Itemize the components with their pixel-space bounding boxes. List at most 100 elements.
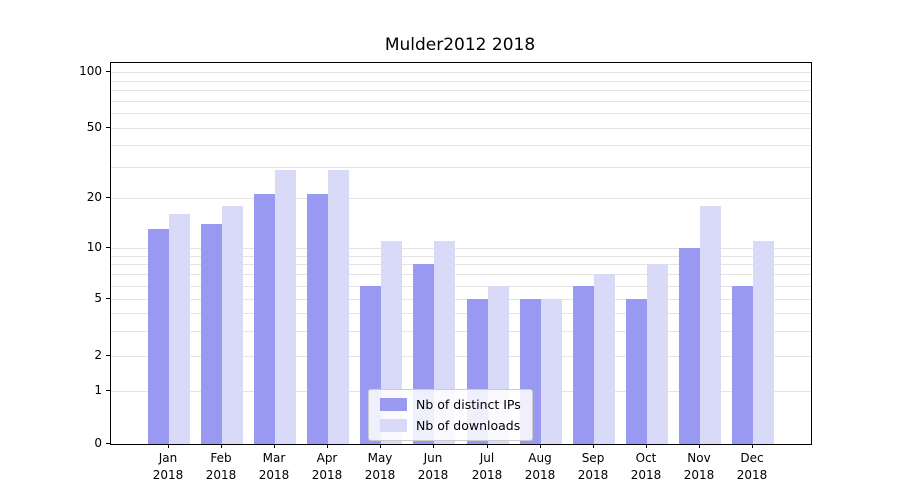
gridline-90	[111, 81, 811, 82]
bar-distinct-ips-feb	[201, 224, 222, 444]
x-tickmark-jul	[487, 444, 488, 448]
gridline-9	[111, 256, 811, 257]
gridline-5	[111, 299, 811, 300]
gridline-40	[111, 145, 811, 146]
x-tick-month: Nov	[687, 451, 711, 465]
legend-label-distinct-ips: Nb of distinct IPs	[416, 397, 521, 412]
x-tick-label-feb: Feb 2018	[189, 450, 253, 484]
x-tick-year: 2018	[683, 468, 715, 482]
x-tickmark-nov	[699, 444, 700, 448]
y-tickmark-10	[106, 247, 110, 248]
y-tick-label-1: 1	[94, 383, 102, 397]
x-tick-label-apr: Apr 2018	[295, 450, 359, 484]
x-tick-year: 2018	[417, 468, 449, 482]
bar-distinct-ips-apr	[307, 194, 328, 444]
x-tick-year: 2018	[311, 468, 343, 482]
gridline-8	[111, 264, 811, 265]
x-tick-label-jan: Jan 2018	[136, 450, 200, 484]
x-tick-year: 2018	[471, 468, 503, 482]
bar-downloads-dec	[753, 241, 774, 444]
x-tick-label-sep: Sep 2018	[561, 450, 625, 484]
x-tick-month: Aug	[528, 451, 552, 465]
gridline-2	[111, 356, 811, 357]
x-tick-year: 2018	[577, 468, 609, 482]
gridline-20	[111, 198, 811, 199]
bar-downloads-mar	[275, 170, 296, 444]
bar-distinct-ips-oct	[626, 299, 647, 444]
legend-label-downloads: Nb of downloads	[416, 418, 521, 433]
x-tick-month: Oct	[635, 451, 657, 465]
y-tickmark-100	[106, 71, 110, 72]
gridline-3	[111, 331, 811, 332]
y-tickmark-1	[106, 390, 110, 391]
x-tick-label-dec: Dec 2018	[720, 450, 784, 484]
y-tickmark-20	[106, 197, 110, 198]
y-tick-label-20: 20	[86, 190, 102, 204]
x-tick-year: 2018	[364, 468, 396, 482]
bar-distinct-ips-mar	[254, 194, 275, 444]
x-tick-label-nov: Nov 2018	[667, 450, 731, 484]
legend: Nb of distinct IPs Nb of downloads	[368, 389, 533, 441]
y-tickmark-5	[106, 298, 110, 299]
y-tick-label-50: 50	[86, 120, 102, 134]
legend-item-downloads: Nb of downloads	[380, 418, 521, 433]
x-tickmark-apr	[327, 444, 328, 448]
x-tick-label-aug: Aug 2018	[508, 450, 572, 484]
bar-downloads-jan	[169, 214, 190, 444]
gridline-4	[111, 313, 811, 314]
gridline-10	[111, 248, 811, 249]
x-tick-month: Sep	[581, 451, 605, 465]
bar-downloads-feb	[222, 206, 243, 444]
bar-distinct-ips-dec	[732, 286, 753, 444]
x-tickmark-dec	[752, 444, 753, 448]
legend-item-distinct-ips: Nb of distinct IPs	[380, 397, 521, 412]
x-tick-label-oct: Oct 2018	[614, 450, 678, 484]
x-tick-year: 2018	[736, 468, 768, 482]
gridline-100	[111, 72, 811, 73]
y-tickmark-0	[106, 443, 110, 444]
legend-swatch-distinct-ips	[380, 398, 407, 411]
x-tick-month: Apr	[316, 451, 338, 465]
y-tickmark-2	[106, 355, 110, 356]
bar-downloads-sep	[594, 274, 615, 444]
y-tick-label-2: 2	[94, 348, 102, 362]
x-tick-month: May	[367, 451, 393, 465]
x-tick-month: Jun	[423, 451, 443, 465]
bar-downloads-nov	[700, 206, 721, 444]
x-tickmark-oct	[646, 444, 647, 448]
gridline-30	[111, 167, 811, 168]
bar-distinct-ips-sep	[573, 286, 594, 444]
y-tick-label-10: 10	[86, 240, 102, 254]
x-tickmark-mar	[274, 444, 275, 448]
y-tickmark-50	[106, 127, 110, 128]
x-tick-month: Jan	[158, 451, 178, 465]
x-tick-year: 2018	[524, 468, 556, 482]
bar-distinct-ips-nov	[679, 248, 700, 444]
bar-distinct-ips-jan	[148, 229, 169, 444]
x-tick-year: 2018	[205, 468, 237, 482]
x-tick-label-mar: Mar 2018	[242, 450, 306, 484]
x-tick-year: 2018	[258, 468, 290, 482]
x-tick-label-jul: Jul 2018	[455, 450, 519, 484]
gridline-70	[111, 101, 811, 102]
x-tick-label-jun: Jun 2018	[401, 450, 465, 484]
bar-downloads-aug	[541, 299, 562, 444]
x-tick-year: 2018	[152, 468, 184, 482]
gridline-80	[111, 90, 811, 91]
gridline-6	[111, 286, 811, 287]
x-tickmark-jan	[168, 444, 169, 448]
x-tickmark-may	[380, 444, 381, 448]
chart-title: Mulder2012 2018	[384, 35, 536, 55]
legend-swatch-downloads	[380, 419, 407, 432]
y-tick-label-0: 0	[94, 436, 102, 450]
x-tick-month: Feb	[210, 451, 232, 465]
x-tick-month: Jul	[479, 451, 495, 465]
y-tick-label-5: 5	[94, 291, 102, 305]
x-tickmark-aug	[540, 444, 541, 448]
x-tickmark-jun	[433, 444, 434, 448]
gridline-7	[111, 274, 811, 275]
x-tickmark-feb	[221, 444, 222, 448]
x-tick-month: Dec	[740, 451, 764, 465]
x-tick-month: Mar	[262, 451, 286, 465]
